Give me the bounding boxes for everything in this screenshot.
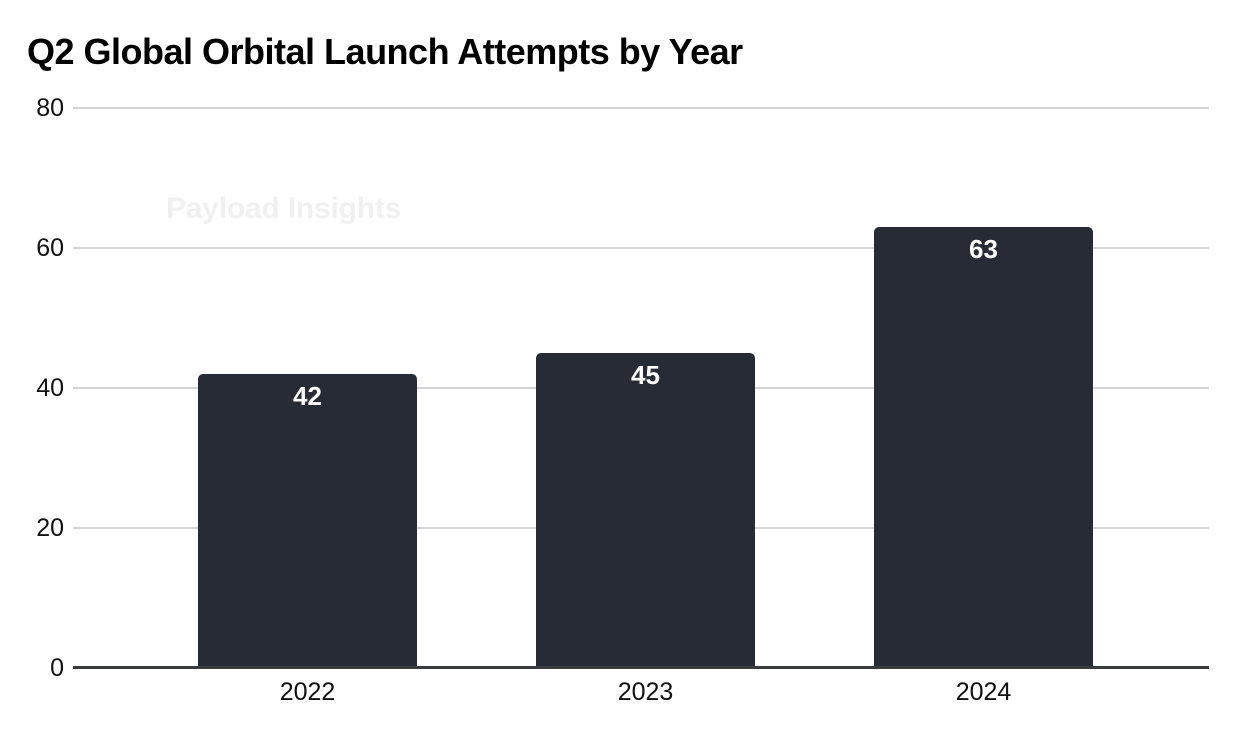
bar-2022: 42 (198, 374, 417, 668)
gridline-80 (73, 107, 1209, 109)
bar-value-label: 42 (293, 381, 322, 411)
y-axis-label-60: 60 (36, 234, 64, 262)
x-axis-label-2022: 2022 (279, 678, 336, 706)
y-axis-label-0: 0 (50, 654, 64, 682)
bar-value-label: 45 (631, 360, 660, 390)
bar-value-label: 63 (969, 234, 998, 264)
watermark-text: Payload Insights (166, 192, 402, 225)
x-axis-label-2024: 2024 (955, 678, 1012, 706)
x-axis-line (73, 666, 1209, 669)
bar-2023: 45 (536, 353, 755, 668)
chart-title: Q2 Global Orbital Launch Attempts by Yea… (27, 31, 743, 72)
bar-2024: 63 (874, 227, 1093, 668)
x-axis-label-2023: 2023 (617, 678, 674, 706)
gridline-60 (73, 247, 1209, 249)
y-axis-label-20: 20 (36, 514, 64, 542)
y-axis-label-80: 80 (36, 94, 64, 122)
y-axis-label-40: 40 (36, 374, 64, 402)
